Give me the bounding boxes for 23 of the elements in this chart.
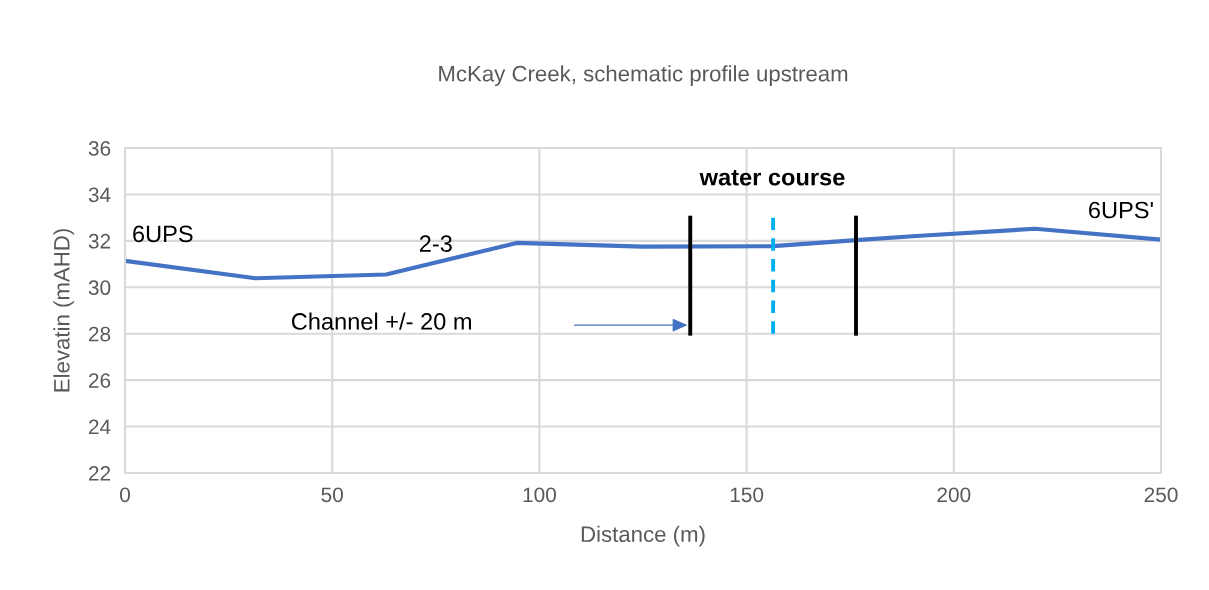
annotation: water course bbox=[699, 169, 845, 186]
y-tick-label: 28 bbox=[88, 326, 111, 342]
x-tick-label: 100 bbox=[523, 487, 556, 503]
x-tick-label: 200 bbox=[937, 487, 971, 503]
y-tick-label: 30 bbox=[88, 280, 111, 296]
y-tick-label: 26 bbox=[88, 373, 111, 388]
annotation: 6UPS' bbox=[1089, 201, 1153, 219]
y-tick-label: 36 bbox=[88, 141, 111, 156]
annotation: Channel +/- 20 m bbox=[291, 312, 471, 330]
y-tick-label: 24 bbox=[88, 419, 111, 435]
line-series bbox=[125, 226, 1161, 281]
y-tick-label: 32 bbox=[88, 233, 111, 249]
x-tick-label: 250 bbox=[1144, 487, 1178, 503]
annotation: 2-3 bbox=[419, 235, 452, 252]
annotation: 6UPS bbox=[133, 225, 193, 243]
y-axis-title: Elevatin (mAHD) bbox=[53, 229, 75, 392]
x-axis-title: Distance (m) bbox=[581, 525, 705, 547]
y-tick-label: 22 bbox=[88, 466, 111, 481]
chart-title: McKay Creek, schematic profile upstream bbox=[439, 65, 848, 86]
y-tick-label: 34 bbox=[88, 187, 111, 203]
x-tick-label: 0 bbox=[120, 487, 130, 503]
x-tick-label: 50 bbox=[321, 487, 343, 503]
x-tick-label: 150 bbox=[730, 487, 764, 503]
